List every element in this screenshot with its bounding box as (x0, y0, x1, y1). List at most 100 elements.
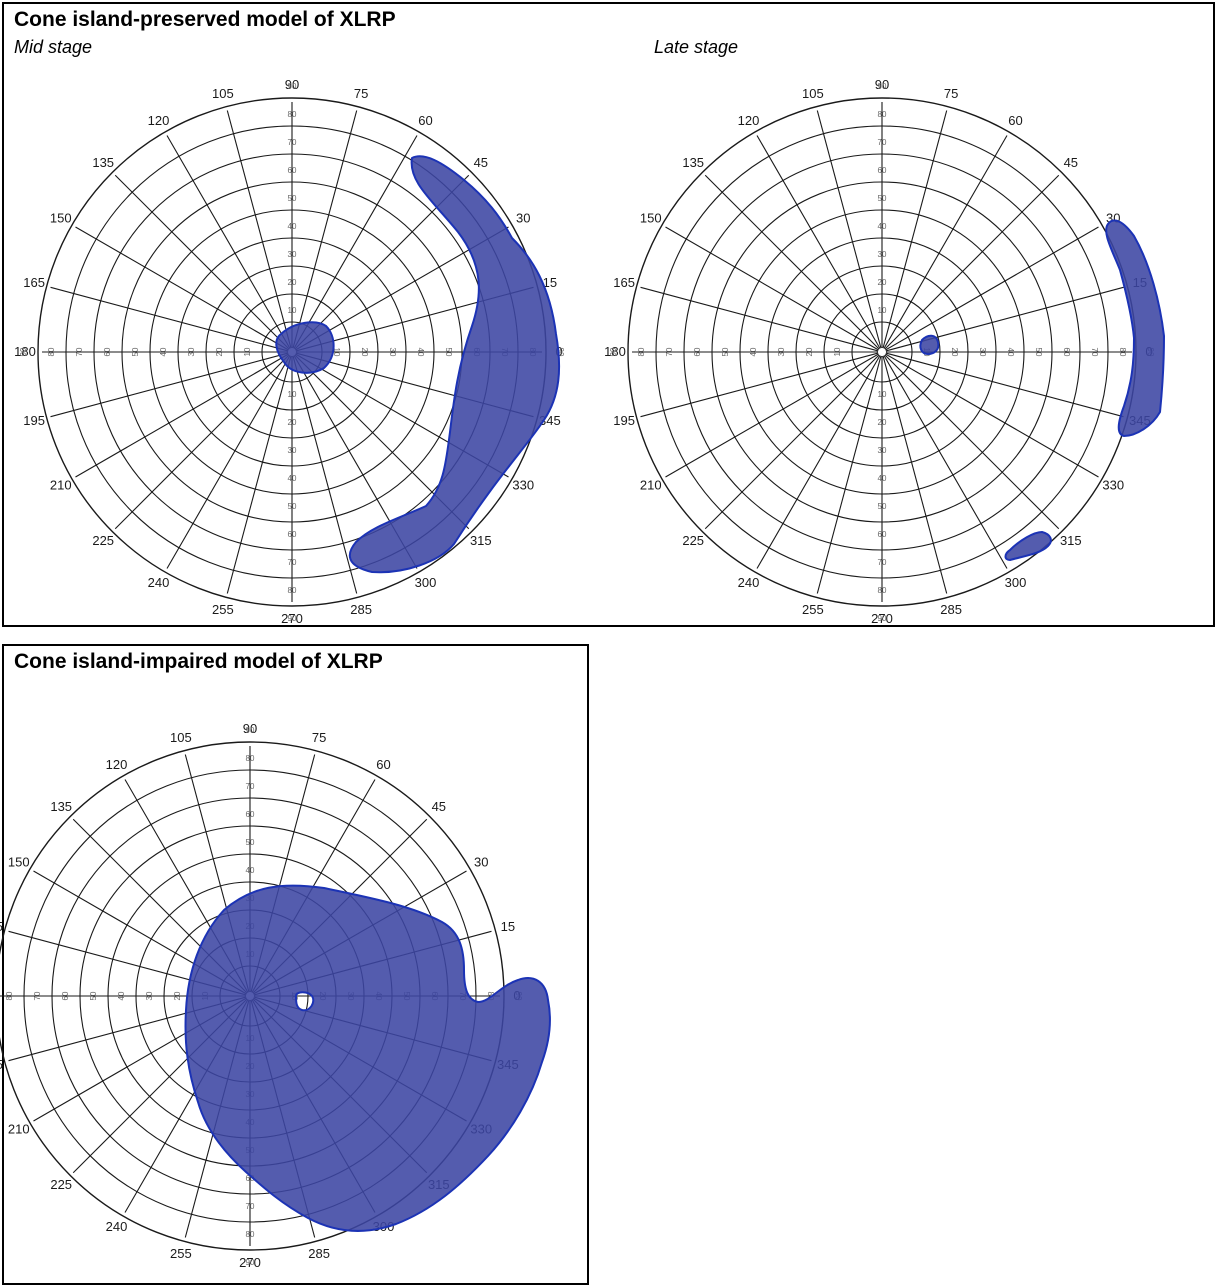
ring-label: 80 (878, 586, 887, 595)
ring-label: 60 (288, 166, 297, 175)
angle-label: 45 (432, 799, 446, 814)
ring-label: 80 (637, 347, 646, 356)
grid-spoke (882, 110, 948, 349)
grid-spoke (226, 110, 292, 349)
grid-spoke (50, 286, 289, 352)
ring-label: 90 (246, 726, 255, 735)
angle-label: 75 (312, 730, 326, 745)
grid-spoke (226, 355, 292, 594)
ring-label: 30 (288, 446, 297, 455)
grid-spoke (665, 226, 879, 351)
grid-spoke (704, 354, 880, 530)
angle-label: 195 (613, 413, 635, 428)
grid-spoke (166, 355, 291, 569)
ring-label: 90 (878, 614, 887, 623)
angle-label: 240 (738, 575, 760, 590)
angle-label: 315 (470, 533, 492, 548)
mid-stage-label: Mid stage (14, 37, 93, 57)
grid-spoke (885, 226, 1099, 351)
angle-label: 165 (613, 275, 635, 290)
angle-label: 15 (501, 919, 515, 934)
ring-label: 80 (288, 586, 297, 595)
angle-label: 240 (148, 575, 170, 590)
grid-spoke (75, 226, 289, 351)
late-stage-visual-field-chart: 0153045607590105120135150165180195210225… (604, 77, 1165, 626)
angle-label: 120 (738, 113, 760, 128)
grid-spoke (292, 355, 358, 594)
ring-label: 50 (721, 347, 730, 356)
ring-label: 10 (878, 390, 887, 399)
late-stage-label: Late stage (654, 37, 739, 57)
angle-label: 270 (281, 611, 303, 626)
ring-label: 30 (288, 250, 297, 259)
angle-label: 225 (682, 533, 704, 548)
ring-label: 70 (288, 138, 297, 147)
grid-spoke (882, 355, 948, 594)
cone-island-preserved-panel: Cone island-preserved model of XLRP Mid … (2, 2, 1215, 627)
ring-label: 70 (665, 347, 674, 356)
ring-label: 20 (360, 348, 369, 357)
angle-label: 270 (239, 1255, 261, 1270)
angle-label: 195 (23, 413, 45, 428)
ring-label: 80 (5, 991, 14, 1000)
mid-stage-peripheral-island (348, 155, 561, 574)
ring-label: 40 (1006, 348, 1015, 357)
ring-label: 60 (288, 530, 297, 539)
late-stage-central-island (919, 334, 940, 355)
grid-spoke (114, 174, 290, 350)
angle-label: 285 (940, 602, 962, 617)
ring-label: 60 (1062, 348, 1071, 357)
angle-label: 105 (212, 86, 234, 101)
angle-label: 255 (212, 602, 234, 617)
ring-label: 40 (117, 991, 126, 1000)
ring-label: 20 (950, 348, 959, 357)
grid-spoke (756, 355, 881, 569)
angle-label: 120 (106, 757, 128, 772)
angle-label: 150 (8, 855, 30, 870)
grid-spoke (816, 110, 882, 349)
angle-label: 165 (0, 919, 3, 934)
ring-label: 90 (246, 1258, 255, 1267)
angle-label: 90 (243, 721, 257, 736)
ring-label: 70 (33, 991, 42, 1000)
angle-label: 285 (350, 602, 372, 617)
ring-label: 30 (978, 348, 987, 357)
ring-label: 20 (805, 347, 814, 356)
ring-label: 90 (19, 347, 28, 356)
ring-label: 50 (878, 194, 887, 203)
ring-label: 80 (1118, 348, 1127, 357)
grid-spoke (883, 135, 1008, 349)
ring-label: 60 (878, 530, 887, 539)
ring-label: 90 (288, 82, 297, 91)
ring-label: 60 (693, 347, 702, 356)
angle-label: 105 (802, 86, 824, 101)
ring-label: 40 (288, 222, 297, 231)
angle-label: 105 (170, 730, 192, 745)
ring-label: 50 (444, 348, 453, 357)
ring-label: 50 (288, 194, 297, 203)
angle-label: 210 (640, 478, 662, 493)
angle-label: 165 (23, 275, 45, 290)
angle-label: 150 (50, 211, 72, 226)
angle-label: 330 (512, 478, 534, 493)
angle-label: 60 (418, 113, 432, 128)
angle-label: 90 (875, 77, 889, 92)
angle-label: 195 (0, 1057, 3, 1072)
angle-label: 60 (376, 757, 390, 772)
angle-label: 315 (1060, 533, 1082, 548)
preserved-panel-title: Cone island-preserved model of XLRP (14, 8, 396, 31)
grid-spoke (884, 354, 1060, 530)
grid-spoke (50, 352, 289, 418)
ring-label: 50 (246, 838, 255, 847)
ring-label: 40 (246, 866, 255, 875)
angle-label: 150 (640, 211, 662, 226)
ring-label: 50 (288, 502, 297, 511)
ring-label: 60 (61, 991, 70, 1000)
ring-label: 70 (1090, 348, 1099, 357)
angle-label: 30 (516, 211, 530, 226)
ring-label: 60 (103, 347, 112, 356)
polar-grid: 0153045607590105120135150165180195210225… (604, 77, 1155, 626)
ring-label: 20 (215, 347, 224, 356)
ring-label: 10 (833, 347, 842, 356)
angle-label: 135 (50, 799, 72, 814)
